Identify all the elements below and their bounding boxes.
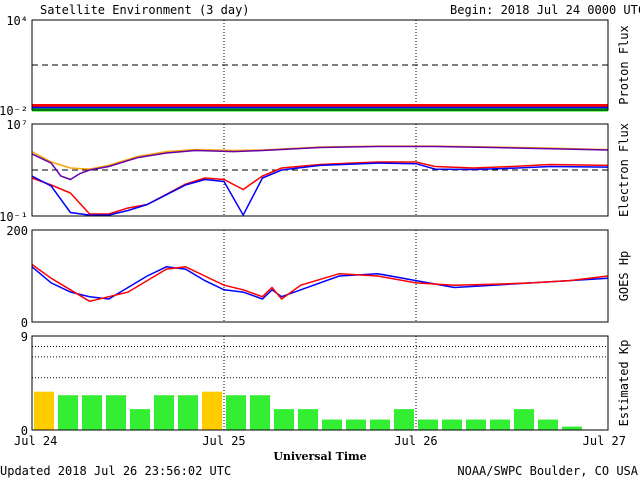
kp-bar [130,409,150,430]
kp-bar [490,419,510,430]
x-tick-label: Jul 26 [394,434,437,448]
y-axis-label: Estimated Kp [617,340,631,427]
kp-bar [274,409,294,430]
kp-bar [562,426,582,430]
panel-2: 10⁷ 10⁻¹ Electron Flux [0,118,631,224]
panel-frame [31,19,609,111]
panel-1: 10⁴ 10⁻² Proton Flux [0,14,631,118]
kp-bar [418,419,438,430]
y-tick-label: 0 [21,316,28,330]
kp-bar [202,391,222,430]
kp-bar [298,409,318,430]
kp-bar [394,409,414,430]
kp-bar [82,395,102,430]
x-tick-label: Jul 25 [202,434,245,448]
kp-bar [34,391,54,430]
y-tick-label: 10⁻² [0,104,28,118]
y-tick-label: 9 [21,330,28,344]
series-line-blue [31,162,609,217]
panel-frame [31,335,609,431]
kp-bar [466,419,486,430]
kp-bar [370,419,390,430]
y-axis-label: GOES Hp [617,251,631,302]
kp-bar [514,409,534,430]
panel-frame [31,123,609,217]
y-tick-label: 200 [6,224,28,238]
panel-frame [31,229,609,323]
x-tick-label: Jul 24 [14,434,57,448]
panels: 10⁴ 10⁻² Proton Flux 10⁷ 10⁻¹ Electron Flux 20… [0,14,631,438]
x-tick-label: Jul 27 [583,434,626,448]
x-axis: Jul 24 Jul 25 Jul 26 Jul 27 [14,434,626,448]
y-axis-label: Proton Flux [617,25,631,104]
kp-bar [442,419,462,430]
kp-bar [538,419,558,430]
kp-bar [226,395,246,430]
y-tick-label: 10⁴ [6,14,28,28]
y-tick-label: 10⁷ [6,118,28,132]
kp-bar [178,395,198,430]
kp-bar [322,419,342,430]
panel-3: 200 0 GOES Hp [6,224,631,330]
y-tick-label: 10⁻¹ [0,210,28,224]
series-line-red [31,161,609,215]
x-axis-label: Universal Time [273,450,366,463]
y-tick-label: 0 [21,424,28,438]
panel-4: 9 0 Estimated Kp [21,330,631,438]
series-line-blue [31,266,609,300]
y-axis-label: Electron Flux [617,123,631,217]
kp-bar [106,395,126,430]
begin-time: Begin: 2018 Jul 24 0000 UTC [450,3,640,17]
series-line-red [31,263,609,303]
updated-time: Updated 2018 Jul 26 23:56:02 UTC [0,464,231,478]
kp-bar [58,395,78,430]
kp-bar [250,395,270,430]
kp-bar [154,395,174,430]
credit-label: NOAA/SWPC Boulder, CO USA [457,464,638,478]
kp-bar [346,419,366,430]
chart-title: Satellite Environment (3 day) [40,3,250,17]
series-line-purple [31,145,609,181]
